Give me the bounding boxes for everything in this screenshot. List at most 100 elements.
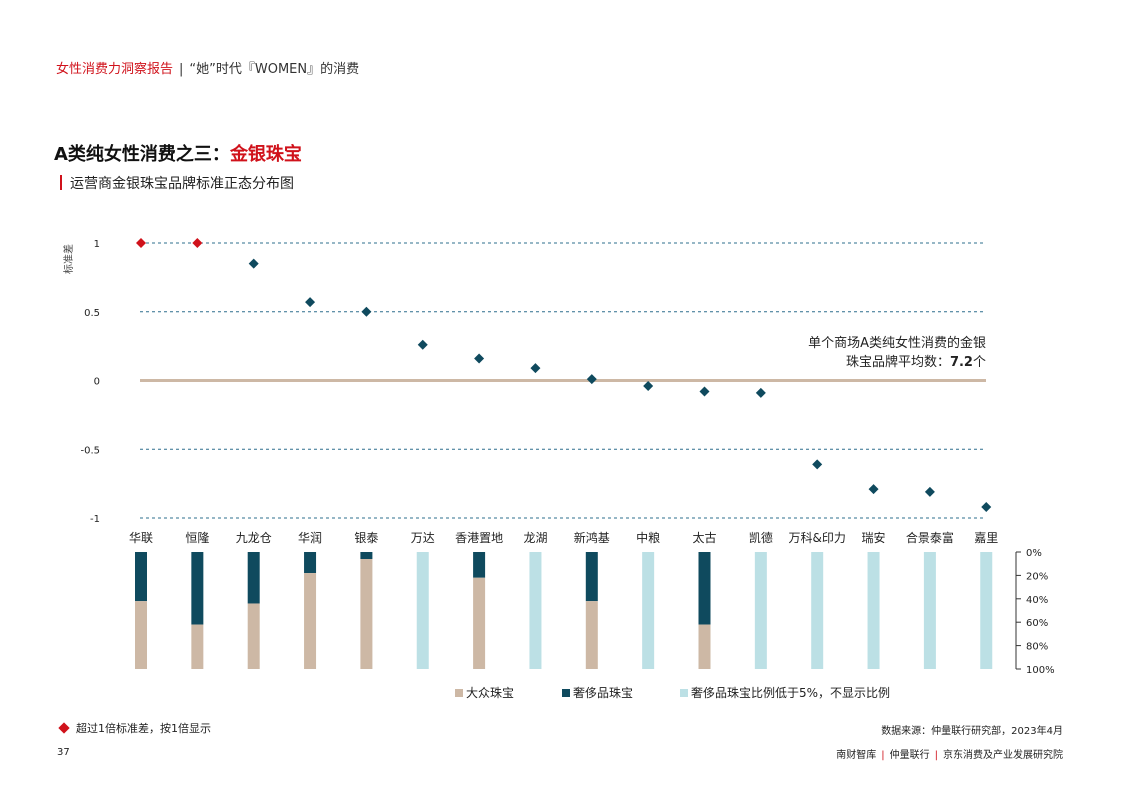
red-diamond-icon — [58, 722, 70, 734]
subtitle-accent-bar — [60, 175, 62, 190]
page-number: 37 — [57, 747, 70, 758]
bar-hidden-ratio — [980, 552, 993, 669]
bar-hidden-ratio — [811, 552, 824, 669]
bar-mass — [360, 559, 373, 669]
category-label: 太古 — [692, 530, 716, 545]
subtitle-text: 运营商金银珠宝品牌标准正态分布图 — [70, 176, 294, 192]
legend-swatch-luxury — [562, 689, 570, 697]
bar-luxury — [473, 552, 486, 578]
category-label: 万科&印力 — [789, 531, 846, 545]
bar-luxury — [247, 552, 260, 604]
data-point — [868, 484, 879, 495]
legend-item-luxury: 奢侈品珠宝 — [562, 684, 633, 701]
category-label: 恒隆 — [185, 530, 209, 545]
bar-axis-tick-label: 80% — [1026, 642, 1048, 653]
data-point — [699, 386, 710, 397]
category-label: 华润 — [298, 531, 322, 545]
data-point — [248, 258, 259, 269]
category-label: 新鸿基 — [574, 530, 610, 545]
bar-axis-tick-label: 0% — [1026, 548, 1042, 559]
bar-mass — [191, 624, 204, 669]
report-header: 女性消费力洞察报告 | “她”时代『WOMEN』的消费 — [56, 58, 359, 77]
category-label: 龙湖 — [523, 530, 547, 545]
y-tick-label: 0.5 — [84, 308, 100, 319]
legend-item-mass: 大众珠宝 — [455, 684, 514, 701]
annotation-suffix: 个 — [973, 355, 986, 370]
category-label: 万达 — [411, 531, 435, 545]
data-point — [474, 353, 485, 364]
data-point — [530, 363, 541, 374]
bar-mass — [304, 573, 317, 669]
bar-hidden-ratio — [529, 552, 542, 669]
title-highlight: 金银珠宝 — [229, 144, 302, 165]
data-point — [361, 306, 372, 317]
category-label: 银泰 — [354, 531, 378, 545]
stacked-bar-chart: 0% 20% 40% 60% 80% 100% — [135, 548, 1055, 676]
bar-hidden-ratio — [923, 552, 936, 669]
bar-axis-tick-label: 60% — [1026, 618, 1048, 629]
data-point — [924, 486, 935, 497]
category-label: 中粮 — [636, 530, 660, 545]
data-point — [417, 339, 428, 350]
report-topic: “她”时代『WOMEN』的消费 — [189, 62, 360, 77]
bar-mass — [135, 601, 147, 669]
data-point — [192, 238, 203, 248]
footer-org-2: 仲量联行 — [889, 750, 930, 761]
bar-luxury — [135, 552, 147, 602]
y-tick-label: -0.5 — [80, 445, 100, 456]
category-label: 香港置地 — [455, 531, 503, 545]
data-source: 数据来源：仲量联行研究部，2023年4月 — [881, 726, 1063, 737]
bar-luxury — [304, 552, 317, 574]
title-prefix: A类纯女性消费之三： — [54, 144, 230, 165]
bar-mass — [698, 624, 711, 669]
bar-luxury — [191, 552, 204, 625]
bar-hidden-ratio — [416, 552, 429, 669]
data-point — [305, 297, 316, 308]
bar-mass — [247, 603, 260, 669]
data-point — [755, 387, 766, 398]
y-tick-label: -1 — [90, 514, 100, 525]
footer-divider: | — [881, 750, 885, 761]
legend-label-hidden: 奢侈品珠宝比例低于5%，不显示比例 — [691, 686, 891, 700]
bar-axis-tick-label: 20% — [1026, 571, 1048, 582]
bar-mass — [585, 601, 598, 669]
legend-label-mass: 大众珠宝 — [466, 686, 515, 700]
category-label: 合景泰富 — [906, 530, 954, 545]
category-label: 凯德 — [749, 530, 773, 545]
footer-credits: 南财智库 | 仲量联行 | 京东消费及产业发展研究院 — [836, 746, 1063, 761]
annotation-prefix: 珠宝品牌平均数： — [846, 354, 950, 370]
header-divider: | — [179, 62, 184, 77]
bar-hidden-ratio — [754, 552, 767, 669]
annotation-line-1: 单个商场A类纯女性消费的金银 — [808, 335, 986, 351]
page-title: A类纯女性消费之三：金银珠宝 — [54, 140, 302, 166]
bar-axis-tick-label: 100% — [1026, 665, 1055, 676]
bar-mass — [473, 577, 486, 669]
bar-luxury — [360, 552, 373, 560]
data-point — [981, 502, 992, 512]
legend-item-hidden: 奢侈品珠宝比例低于5%，不显示比例 — [680, 684, 890, 701]
annotation-value: 7.2 — [950, 355, 973, 370]
bar-hidden-ratio — [642, 552, 655, 669]
category-label: 嘉里 — [974, 531, 998, 545]
legend-swatch-mass — [455, 689, 463, 697]
data-point — [643, 381, 654, 391]
y-axis-label: 标准差 — [62, 244, 75, 274]
data-point — [136, 238, 146, 248]
category-label: 九龙仓 — [236, 531, 272, 545]
report-name: 女性消费力洞察报告 — [56, 62, 174, 77]
category-label: 华联 — [129, 531, 153, 545]
footer-divider: | — [934, 750, 938, 761]
category-label: 瑞安 — [862, 530, 886, 545]
chart-subtitle: 运营商金银珠宝品牌标准正态分布图 — [60, 173, 294, 193]
bar-luxury — [585, 552, 598, 602]
y-tick-label: 0 — [94, 377, 100, 388]
data-point — [586, 374, 597, 385]
y-tick-label: 1 — [94, 239, 100, 250]
legend-label-luxury: 奢侈品珠宝 — [573, 686, 634, 700]
bar-hidden-ratio — [867, 552, 880, 669]
capped-note-text: 超过1倍标准差，按1倍显示 — [76, 722, 211, 735]
capped-note: 超过1倍标准差，按1倍显示 — [58, 720, 211, 736]
footer-org-3: 京东消费及产业发展研究院 — [943, 750, 1063, 761]
